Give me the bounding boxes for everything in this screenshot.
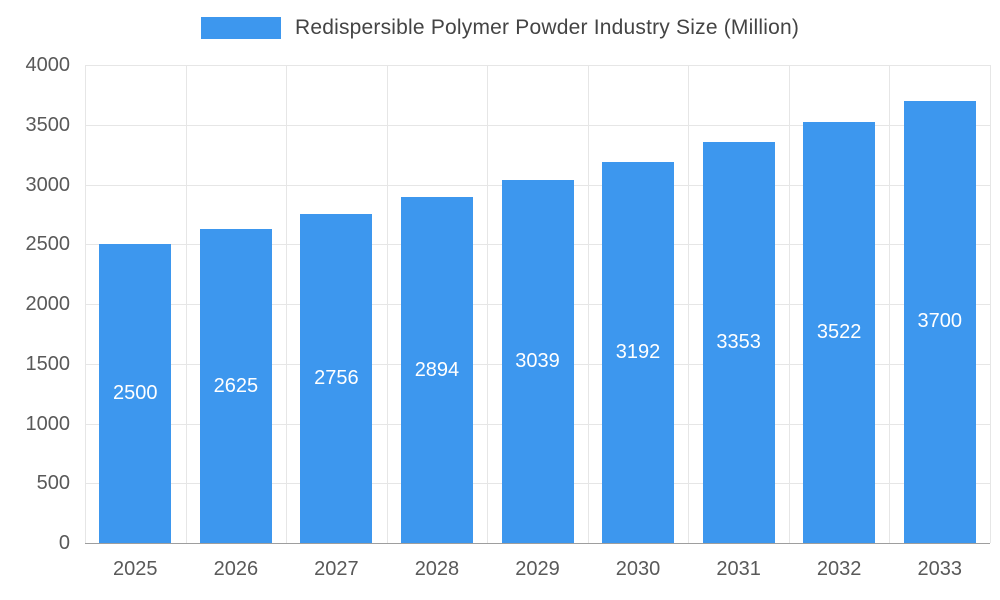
- bar-2026: 2625: [199, 229, 272, 543]
- bar-value-label: 2894: [414, 358, 460, 381]
- bar-value-label: 3522: [816, 321, 862, 344]
- bar-2031: 3353: [702, 142, 775, 543]
- bar-value-label: 2625: [213, 374, 259, 397]
- bar-2027: 2756: [300, 213, 373, 543]
- y-axis-tick-label: 2000: [25, 293, 71, 315]
- x-axis-label: 2033: [917, 558, 962, 580]
- y-axis-tick-label: 1500: [25, 352, 71, 375]
- x-axis-label: 2030: [615, 558, 661, 580]
- x-axis-label: 2026: [213, 558, 259, 580]
- x-axis-label: 2032: [816, 558, 862, 580]
- bar-value-label: 3353: [716, 331, 761, 354]
- bar-value-label: 3700: [917, 310, 962, 333]
- bar-value-label: 2756: [314, 366, 359, 389]
- bar-value-label: 3039: [515, 349, 560, 372]
- vertical-gridline: [990, 65, 991, 543]
- bar-2025: 2500: [99, 244, 172, 543]
- horizontal-gridline: [85, 124, 990, 126]
- horizontal-gridline: [85, 65, 990, 66]
- y-axis-tick-label: 3000: [25, 173, 71, 196]
- y-axis-tick-label: 4000: [25, 54, 71, 76]
- legend-swatch-icon: [200, 17, 281, 39]
- x-axis-label: 2027: [314, 558, 359, 580]
- x-axis-label: 2029: [515, 558, 560, 580]
- y-axis-tick-label: 3500: [25, 113, 71, 136]
- x-axis-baseline: [85, 543, 990, 544]
- y-axis-tick-label: 500: [36, 472, 70, 495]
- chart-legend: Redispersible Polymer Powder Industry Si…: [0, 16, 1000, 40]
- chart-title: Redispersible Polymer Powder Industry Si…: [294, 16, 800, 39]
- bar-2033: 3700: [903, 100, 976, 543]
- bar-2029: 3039: [501, 179, 574, 543]
- x-axis-label: 2031: [716, 558, 761, 580]
- bar-value-label: 2500: [113, 382, 158, 405]
- y-axis-tick-label: 1000: [25, 412, 71, 435]
- bar-2032: 3522: [803, 122, 876, 543]
- bar-2030: 3192: [602, 161, 675, 543]
- y-axis-tick-label: 2500: [25, 233, 71, 256]
- x-axis-label: 2025: [113, 558, 158, 580]
- x-axis-label: 2028: [414, 558, 460, 580]
- bar-2028: 2894: [400, 197, 473, 543]
- y-axis-tick-label: 0: [58, 532, 70, 554]
- bar-value-label: 3192: [615, 340, 661, 363]
